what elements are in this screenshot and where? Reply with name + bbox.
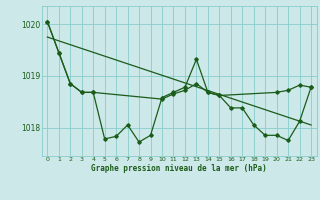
X-axis label: Graphe pression niveau de la mer (hPa): Graphe pression niveau de la mer (hPa) bbox=[91, 164, 267, 173]
